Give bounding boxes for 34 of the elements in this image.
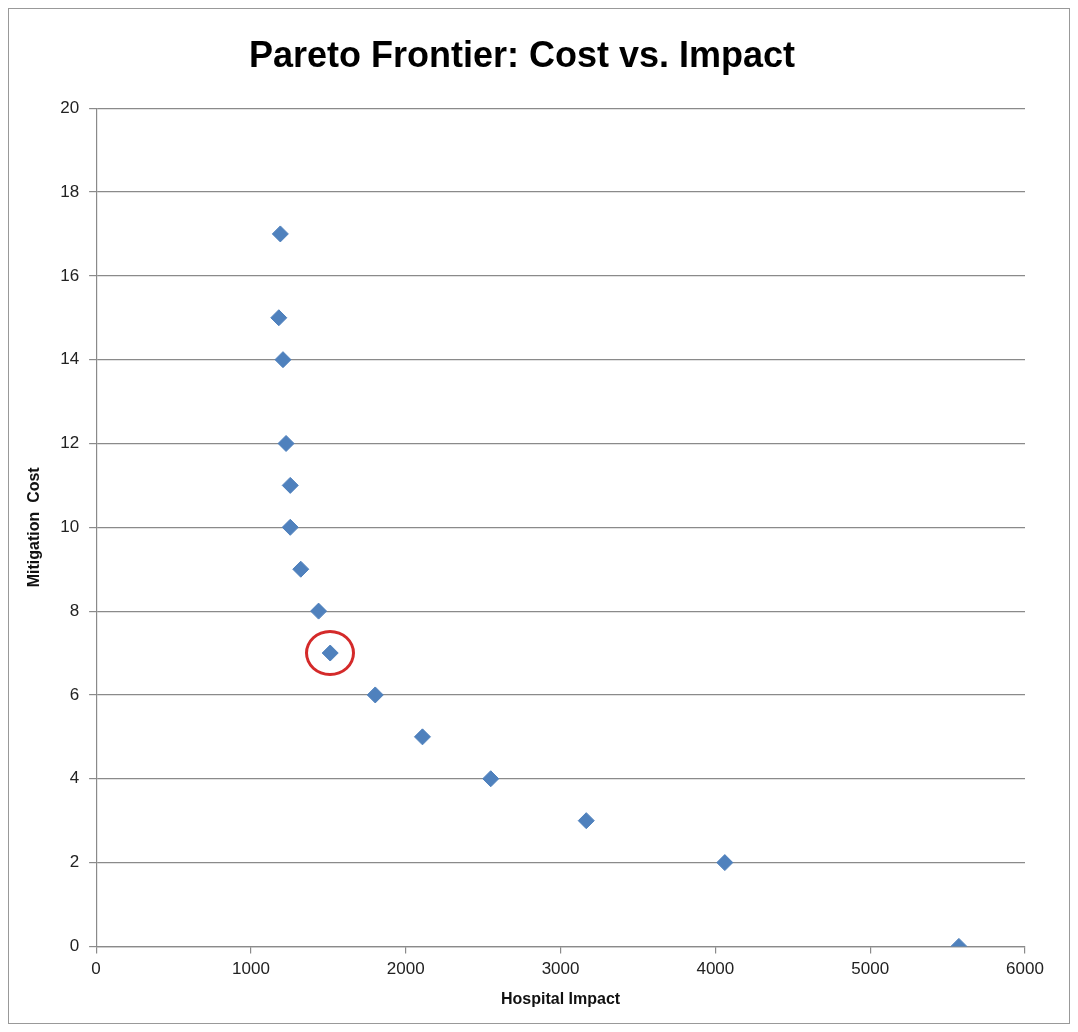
point bbox=[281, 476, 299, 494]
y-tick-label: 18 bbox=[60, 181, 80, 201]
y-tick-label: 16 bbox=[60, 265, 80, 285]
y-tick-label: 4 bbox=[69, 768, 80, 788]
x-tick-label: 0 bbox=[91, 959, 101, 979]
point bbox=[482, 770, 500, 788]
y-tick-label: 20 bbox=[60, 97, 80, 117]
x-axis-title: Hospital Impact bbox=[500, 989, 621, 1007]
point bbox=[281, 518, 299, 536]
point bbox=[716, 854, 734, 872]
point bbox=[577, 812, 595, 830]
y-axis-title: Mitigation Cost bbox=[25, 466, 43, 588]
x-tick-label: 6000 bbox=[1006, 959, 1044, 979]
point bbox=[366, 686, 384, 704]
x-tick-label: 1000 bbox=[232, 959, 270, 979]
y-tick-label: 10 bbox=[60, 516, 80, 536]
point bbox=[292, 560, 310, 578]
y-tick-label: 12 bbox=[60, 433, 80, 453]
y-tick-label: 8 bbox=[69, 600, 80, 620]
point bbox=[271, 225, 289, 243]
point bbox=[413, 728, 431, 746]
y-tick-label: 0 bbox=[69, 936, 80, 956]
chart-title: Pareto Frontier: Cost vs. Impact bbox=[248, 33, 796, 75]
x-tick-label: 2000 bbox=[386, 959, 425, 979]
y-tick-label: 6 bbox=[69, 684, 80, 704]
point bbox=[310, 602, 328, 620]
x-tick-label: 5000 bbox=[851, 959, 890, 979]
y-tick-label: 14 bbox=[60, 349, 80, 369]
x-tick-label: 3000 bbox=[541, 959, 580, 979]
y-tick-label: 2 bbox=[69, 852, 80, 872]
point bbox=[277, 434, 295, 452]
point bbox=[270, 309, 288, 327]
point bbox=[274, 351, 292, 369]
x-tick-label: 4000 bbox=[696, 959, 735, 979]
